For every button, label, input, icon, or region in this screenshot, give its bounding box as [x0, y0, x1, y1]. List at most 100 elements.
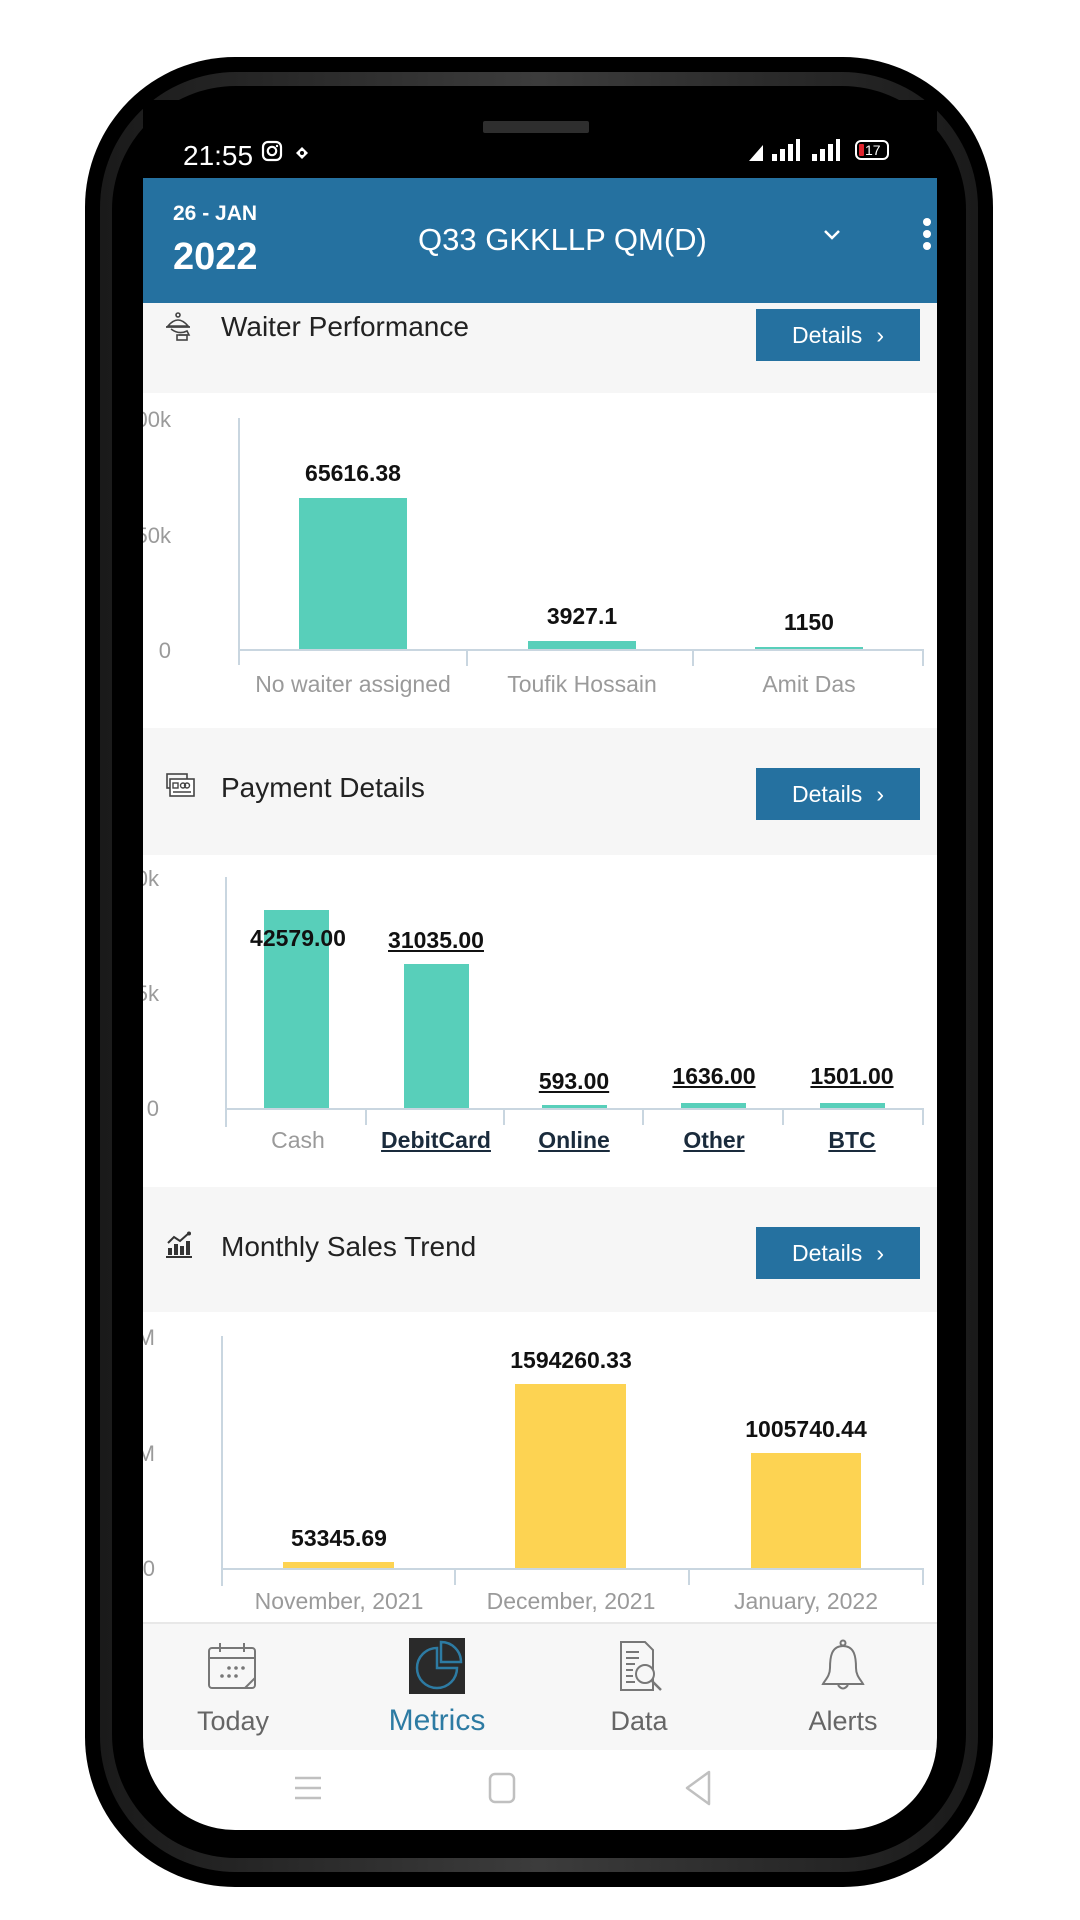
category-label: December, 2021 — [486, 1588, 656, 1614]
bar-value: 53345.69 — [291, 1525, 387, 1551]
category-link-other[interactable]: Other — [683, 1127, 745, 1153]
nav-metrics[interactable]: Metrics — [347, 1624, 527, 1752]
pie-chart-icon — [409, 1638, 465, 1694]
axis-divider — [922, 1109, 924, 1125]
outlet-selector[interactable]: Q33 GKKLLP QM(D) — [418, 222, 707, 257]
bar-btc[interactable] — [820, 1103, 885, 1108]
waiter-performance-header: Waiter Performance Details › — [143, 303, 937, 393]
nav-data[interactable]: Data — [549, 1624, 729, 1752]
bar-debitcard[interactable] — [404, 964, 469, 1108]
nav-today[interactable]: Today — [143, 1624, 323, 1752]
category-link-debitcard[interactable]: DebitCard — [381, 1127, 491, 1153]
axis-divider — [503, 1109, 505, 1125]
y-tick: 100k — [143, 407, 171, 432]
category-link-btc[interactable]: BTC — [828, 1127, 876, 1153]
category-label: January, 2022 — [733, 1588, 879, 1614]
recents-icon[interactable] — [293, 1774, 323, 1807]
bar-value: 1150 — [784, 609, 834, 635]
details-label: Details — [792, 780, 863, 807]
chevron-down-icon[interactable] — [823, 220, 841, 248]
signal-icon-2 — [811, 138, 841, 167]
bar-other[interactable] — [681, 1103, 746, 1108]
bar-value: 1005740.44 — [745, 1416, 867, 1442]
section-title: Payment Details — [221, 772, 425, 803]
payment-details-chart: 50k 25k 0 42579.00 31035.00 593.00 1636.… — [143, 855, 937, 1187]
bottom-nav: Today Metrics Data Alerts — [143, 1622, 937, 1752]
chevron-right-icon: › — [876, 1239, 884, 1266]
category-label: Amit Das — [762, 671, 856, 697]
bar-no-waiter[interactable] — [299, 498, 407, 649]
bar-value-link[interactable]: 593.00 — [538, 1068, 610, 1094]
y-tick: 0 — [146, 1096, 159, 1121]
x-axis — [238, 649, 924, 651]
bar-november-2021[interactable] — [283, 1562, 394, 1568]
bar-cash[interactable] — [264, 910, 329, 1108]
bell-icon — [815, 1638, 871, 1694]
date-day-month[interactable]: 26 - JAN — [173, 202, 258, 225]
volte-icon — [748, 144, 764, 167]
back-icon[interactable] — [683, 1770, 713, 1811]
details-label: Details — [792, 1239, 863, 1266]
payment-details-button[interactable]: Details › — [756, 768, 920, 820]
section-title: Monthly Sales Trend — [221, 1231, 477, 1262]
monthly-sales-header: Monthly Sales Trend Details › — [143, 1187, 937, 1312]
waiter-details-button[interactable]: Details › — [756, 309, 920, 361]
bar-value-link[interactable]: 31035.00 — [388, 927, 484, 953]
y-tick: 50k — [143, 866, 159, 891]
bar-value-link[interactable]: 1636.00 — [672, 1063, 756, 1089]
axis-divider — [692, 650, 694, 666]
axis-divider — [688, 1569, 690, 1585]
chevron-right-icon: › — [876, 321, 884, 348]
axis-divider — [454, 1569, 456, 1585]
category-label: Cash — [271, 1127, 325, 1153]
bar-amit-das[interactable] — [755, 647, 863, 649]
phone-screen: 21:55 17 26 - JAN 2022 Q33 GKKLLP QM(D) … — [143, 100, 937, 1830]
axis-divider — [365, 1109, 367, 1125]
chevron-right-icon: › — [876, 780, 884, 807]
axis-divider — [922, 1569, 924, 1585]
app-header: 26 - JAN 2022 Q33 GKKLLP QM(D) — [143, 178, 937, 303]
x-axis — [225, 1108, 924, 1110]
kebab-menu-icon[interactable] — [923, 218, 931, 254]
x-axis — [221, 1568, 924, 1570]
nav-label: Data — [610, 1706, 668, 1736]
category-label: No waiter assigned — [255, 671, 451, 697]
monthly-sales-details-button[interactable]: Details › — [756, 1227, 920, 1279]
bar-value: 42579.00 — [250, 925, 346, 951]
bar-value-link[interactable]: 1501.00 — [810, 1063, 894, 1089]
bar-december-2021[interactable] — [515, 1384, 626, 1568]
axis-divider — [642, 1109, 644, 1125]
date-year[interactable]: 2022 — [173, 236, 258, 278]
system-nav-bar — [143, 1750, 937, 1830]
y-tick: 25k — [143, 981, 159, 1006]
sales-trend-icon — [165, 1231, 193, 1266]
y-axis — [225, 877, 227, 1127]
bar-value: 3927.1 — [546, 603, 618, 629]
calendar-icon — [205, 1638, 261, 1694]
bar-value: 65616.38 — [305, 460, 401, 486]
bar-january-2022[interactable] — [751, 1453, 861, 1568]
status-time: 21:55 — [183, 140, 254, 171]
category-label: Toufik Hossain — [507, 671, 657, 697]
bar-toufik-hossain[interactable] — [528, 641, 636, 649]
y-axis — [221, 1336, 223, 1586]
nav-label: Metrics — [388, 1704, 486, 1737]
axis-divider — [466, 650, 468, 666]
category-link-online[interactable]: Online — [538, 1127, 610, 1153]
y-tick: 1M — [143, 1441, 155, 1466]
y-tick: 50k — [143, 523, 171, 548]
details-label: Details — [792, 321, 863, 348]
phone-speaker — [483, 121, 589, 133]
bar-online[interactable] — [542, 1105, 607, 1108]
battery-icon: 17 — [855, 140, 889, 160]
axis-divider — [922, 650, 924, 666]
home-icon[interactable] — [488, 1772, 516, 1809]
nav-alerts[interactable]: Alerts — [753, 1624, 933, 1752]
bar-value: 1594260.33 — [510, 1347, 632, 1373]
signal-icon-1 — [771, 138, 801, 167]
y-tick: 0 — [158, 638, 171, 663]
nav-label: Today — [196, 1706, 270, 1736]
y-tick: 2M — [143, 1325, 155, 1350]
document-search-icon — [611, 1638, 667, 1694]
payment-details-header: Payment Details Details › — [143, 728, 937, 855]
